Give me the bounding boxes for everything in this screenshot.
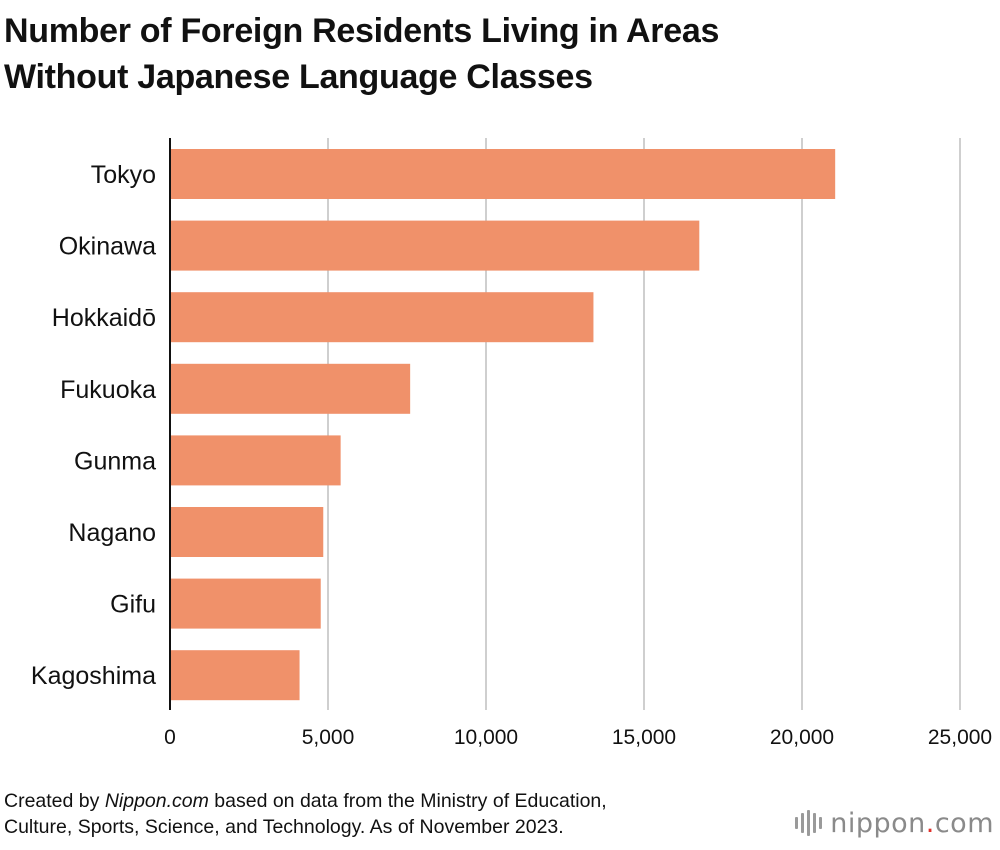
bar-kagoshima xyxy=(171,650,300,701)
logo-dot: . xyxy=(925,807,935,839)
bar-gifu xyxy=(171,578,321,629)
bar-fukuoka xyxy=(171,363,411,414)
source-note-line-2: Culture, Sports, Science, and Technology… xyxy=(4,816,564,838)
x-tick-labels: 0 5,000 10,000 15,000 20,000 25,000 xyxy=(164,726,992,749)
chart-title-line-1: Number of Foreign Residents Living in Ar… xyxy=(4,12,720,50)
source-name: Nippon.com xyxy=(104,790,209,812)
nippon-logo: nippon.com xyxy=(795,806,994,840)
bar-okinawa xyxy=(171,220,700,271)
chart-title-line-2: Without Japanese Language Classes xyxy=(4,58,593,96)
source-suffix: based on data from the Ministry of Educa… xyxy=(208,790,607,812)
logo-bars-icon xyxy=(795,810,823,836)
x-tick-label-0: 0 xyxy=(164,726,176,749)
source-note: Created by Nippon.com based on data from… xyxy=(4,788,784,840)
x-tick-label-5: 25,000 xyxy=(928,726,992,749)
category-label-4: Gunma xyxy=(74,447,156,475)
category-label-2: Hokkaidō xyxy=(52,304,156,332)
category-label-1: Okinawa xyxy=(59,233,156,261)
category-label-0: Tokyo xyxy=(91,161,156,189)
x-tick-label-2: 10,000 xyxy=(454,726,518,749)
category-label-6: Gifu xyxy=(110,591,156,619)
category-labels: Tokyo Okinawa Hokkaidō Fukuoka Gunma Nagano Gi… xyxy=(31,161,156,690)
x-tick-label-4: 20,000 xyxy=(770,726,834,749)
bar-tokyo xyxy=(171,149,836,199)
chart-title: Number of Foreign Residents Living in Ar… xyxy=(4,8,964,100)
bars xyxy=(171,149,836,701)
category-label-7: Kagoshima xyxy=(31,662,156,690)
source-prefix: Created by xyxy=(4,790,105,812)
bar-hokkaid- xyxy=(171,292,594,343)
category-label-3: Fukuoka xyxy=(60,376,156,404)
category-label-5: Nagano xyxy=(68,519,156,547)
bar-gunma xyxy=(171,435,341,486)
logo-wordmark: nippon.com xyxy=(830,807,994,839)
x-tick-label-3: 15,000 xyxy=(612,726,676,749)
source-note-line-1: Created by Nippon.com based on data from… xyxy=(4,788,784,814)
x-tick-label-1: 5,000 xyxy=(302,726,355,749)
bar-nagano xyxy=(171,507,324,557)
